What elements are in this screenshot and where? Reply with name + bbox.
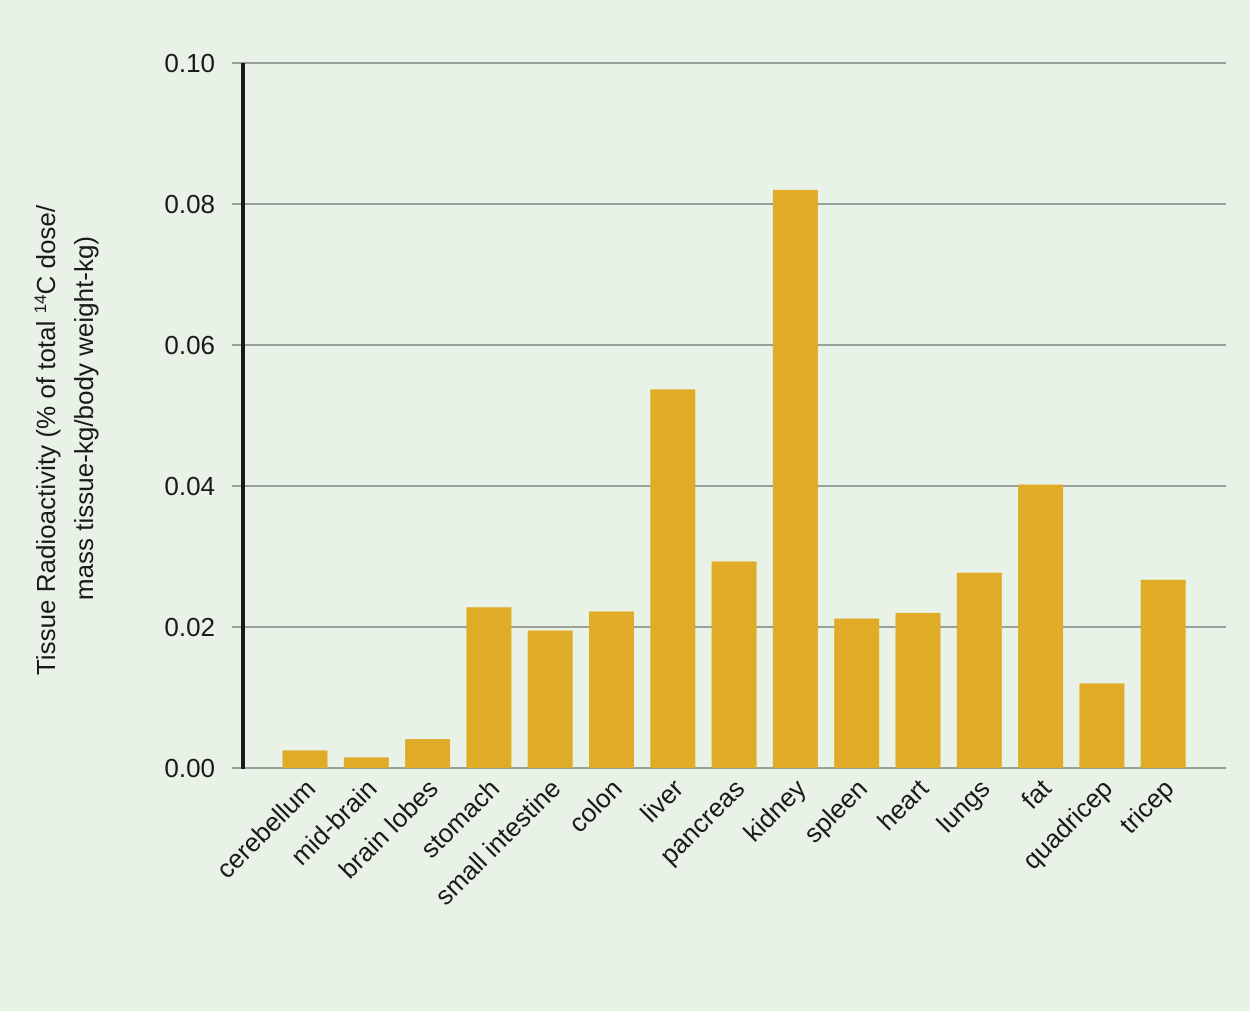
- bar-pancreas: [711, 561, 757, 768]
- y-tick-label: 0.10: [164, 48, 215, 78]
- x-tick-label: tricep: [1113, 773, 1179, 839]
- x-tick-label: colon: [563, 773, 628, 838]
- bar-colon: [589, 611, 634, 768]
- y-tick-label: 0.06: [164, 330, 215, 360]
- x-tick-label: heart: [871, 772, 935, 836]
- bar-lungs: [956, 572, 1002, 768]
- bar-quadricep: [1079, 683, 1125, 768]
- bars: [282, 189, 1186, 768]
- x-tick-label: spleen: [798, 773, 873, 848]
- bar-liver: [650, 389, 696, 768]
- x-tick-label: kidney: [737, 773, 811, 847]
- bar-brain-lobes: [405, 739, 451, 768]
- bar-small-intestine: [527, 630, 573, 768]
- bar-spleen: [834, 618, 880, 768]
- bar-tricep: [1140, 579, 1186, 768]
- bar-mid-brain: [343, 757, 389, 768]
- y-axis-title-line-1: Tissue Radioactivity (% of total 14C dos…: [31, 204, 61, 675]
- bar-fat: [1018, 484, 1064, 768]
- y-tick-label: 0.00: [164, 753, 215, 783]
- bar-cerebellum: [282, 750, 328, 768]
- y-tick-labels: 0.00 0.02 0.04 0.06 0.08 0.10: [164, 48, 215, 783]
- y-tick-label: 0.08: [164, 189, 215, 219]
- x-tick-label: fat: [1015, 772, 1057, 814]
- y-tick-label: 0.04: [164, 471, 215, 501]
- y-tick-label: 0.02: [164, 612, 215, 642]
- bar-stomach: [466, 607, 512, 768]
- x-tick-label: liver: [634, 773, 689, 828]
- bar-heart: [895, 612, 941, 768]
- x-tick-label: lungs: [930, 773, 995, 838]
- bar-kidney: [772, 189, 818, 768]
- y-axis-title-line-2: mass tissue-kg/body weight-kg): [69, 236, 99, 600]
